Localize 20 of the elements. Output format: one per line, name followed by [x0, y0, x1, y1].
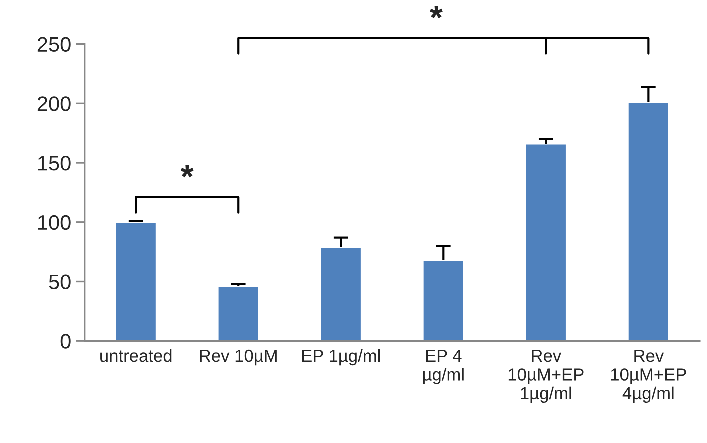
bar	[627, 102, 670, 342]
bar	[320, 246, 362, 342]
y-tick-label: 150	[38, 156, 71, 171]
x-tick-label: untreated	[100, 349, 172, 362]
annotation: *	[180, 165, 194, 178]
bar	[217, 286, 260, 342]
y-tick-label: 200	[38, 96, 71, 112]
bar	[524, 143, 568, 342]
text: *	[430, 6, 443, 19]
y-tick-label: 50	[49, 274, 71, 290]
y-tick-label: 250	[38, 37, 71, 52]
x-tick-label: Rev 10µM	[200, 350, 277, 366]
bar	[114, 222, 158, 342]
x-tick-label: Rev 10µM+EP 1µg/ml	[508, 350, 584, 404]
y-tick-label: 100	[38, 215, 71, 230]
x-tick-label: EP 4 µg/ml	[423, 350, 464, 384]
y-tick-label: 0	[60, 334, 71, 349]
x-tick-label: Rev 10µM+EP 4µg/ml	[611, 350, 686, 404]
x-tick-label: EP 1µg/ml	[302, 349, 380, 366]
bar	[422, 260, 465, 342]
